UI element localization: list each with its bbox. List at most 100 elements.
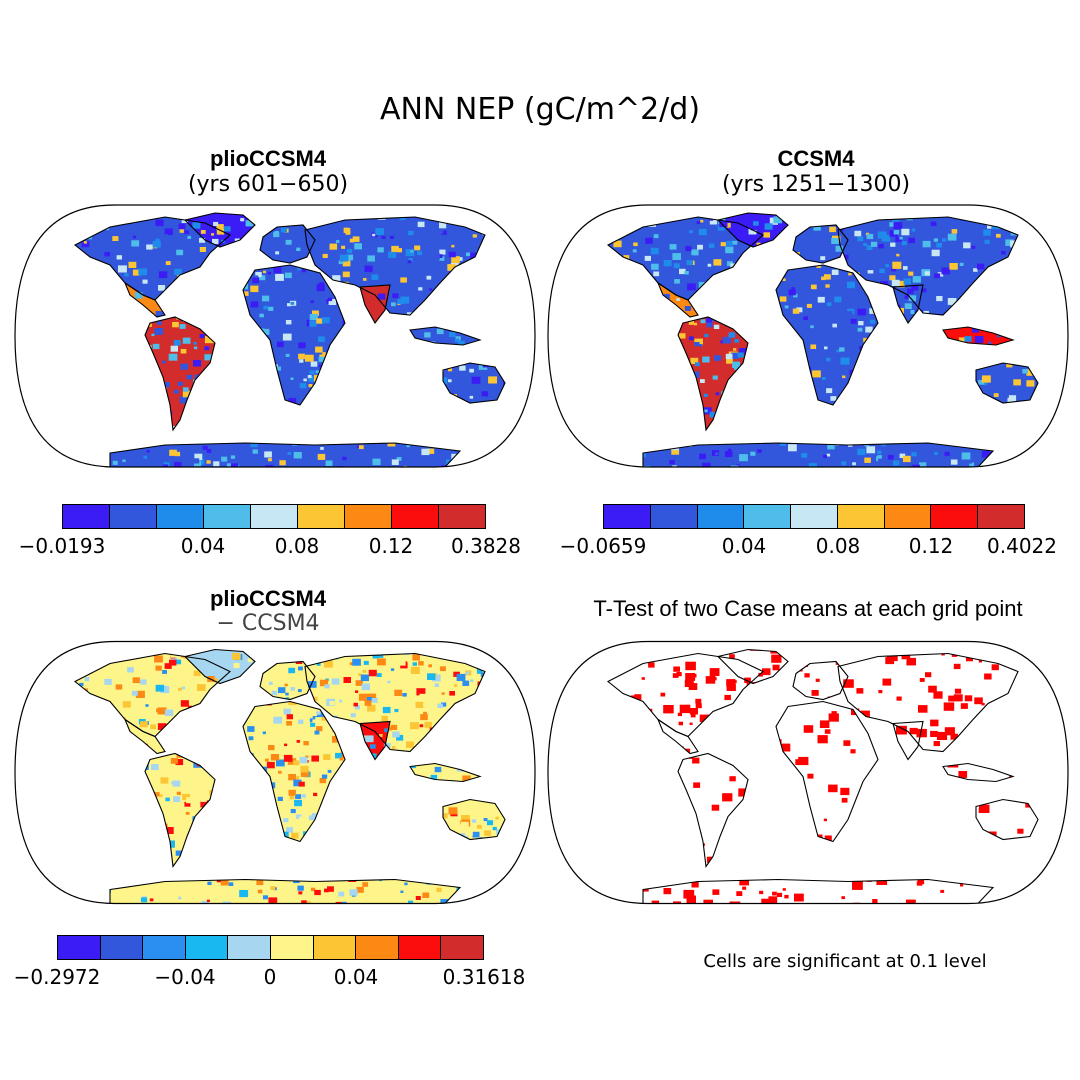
- grid-cell: [279, 429, 285, 434]
- grid-cell: [794, 893, 804, 902]
- grid-cell: [94, 763, 101, 769]
- grid-cell: [791, 862, 801, 870]
- grid-cell: [105, 649, 110, 651]
- coastline-asia: [304, 652, 486, 753]
- grid-cell: [836, 349, 840, 353]
- grid-cell: [788, 788, 796, 795]
- grid-cell: [520, 266, 524, 269]
- grid-cell: [681, 394, 687, 399]
- grid-cell: [507, 773, 512, 777]
- grid-cell: [347, 249, 353, 254]
- pliocene-nep-map: [14, 204, 536, 468]
- grid-cell: [252, 309, 259, 314]
- grid-cell: [925, 383, 930, 386]
- grid-cell: [508, 900, 517, 907]
- grid-cell: [204, 346, 210, 351]
- grid-cell: [761, 808, 770, 815]
- grid-cell: [140, 721, 148, 728]
- grid-cell: [1007, 295, 1014, 302]
- grid-cell: [75, 278, 82, 286]
- grid-cell: [460, 821, 469, 829]
- grid-cell: [813, 213, 822, 220]
- grid-cell: [984, 872, 989, 876]
- grid-cell: [252, 839, 260, 844]
- grid-cell: [248, 209, 252, 212]
- grid-cell: [526, 285, 530, 289]
- grid-cell: [889, 222, 896, 227]
- grid-cell: [469, 757, 478, 764]
- grid-cell: [53, 357, 59, 362]
- grid-cell: [80, 829, 86, 833]
- grid-cell: [125, 689, 129, 694]
- grid-cell: [102, 271, 109, 277]
- grid-cell: [27, 736, 33, 741]
- grid-cell: [29, 784, 37, 790]
- grid-cell: [458, 257, 463, 261]
- grid-cell: [250, 701, 255, 705]
- grid-cell: [340, 869, 349, 876]
- grid-cell: [493, 824, 499, 829]
- grid-cell: [1009, 886, 1017, 893]
- grid-cell: [726, 240, 733, 246]
- grid-cell: [648, 365, 656, 371]
- grid-cell: [464, 227, 470, 232]
- grid-cell: [169, 728, 177, 735]
- grid-cell: [748, 421, 757, 428]
- coastline-indonesia: [942, 326, 1015, 346]
- grid-cell: [22, 860, 31, 867]
- grid-cell: [608, 365, 609, 371]
- grid-cell: [685, 661, 696, 671]
- grid-cell: [111, 768, 118, 773]
- grid-cell: [201, 900, 210, 904]
- colorbar-pliocene-swatch: [345, 505, 392, 528]
- grid-cell: [217, 789, 225, 796]
- grid-cell: [759, 702, 765, 706]
- grid-cell: [445, 329, 450, 334]
- grid-cell: [501, 678, 505, 686]
- grid-cell: [465, 861, 473, 867]
- grid-cell: [832, 209, 835, 212]
- grid-cell: [21, 676, 28, 682]
- grid-cell: [722, 336, 731, 344]
- grid-cell: [311, 887, 316, 892]
- grid-cell: [155, 665, 162, 671]
- grid-cell: [842, 375, 846, 379]
- grid-cell: [862, 415, 867, 419]
- grid-cell: [470, 794, 476, 799]
- grid-cell: [111, 410, 116, 414]
- grid-cell: [24, 889, 32, 896]
- grid-cell: [94, 301, 103, 309]
- grid-cell: [173, 309, 179, 314]
- grid-cell: [314, 830, 322, 836]
- grid-cell: [1066, 267, 1072, 272]
- grid-cell: [339, 359, 346, 365]
- grid-cell: [319, 679, 329, 687]
- grid-cell: [214, 890, 224, 898]
- grid-cell: [275, 208, 280, 212]
- grid-cell: [39, 700, 46, 706]
- grid-cell: [75, 838, 82, 844]
- grid-cell: [76, 409, 81, 414]
- grid-cell: [47, 856, 53, 861]
- grid-cell: [995, 449, 1000, 453]
- grid-cell: [301, 268, 306, 273]
- grid-cell: [859, 358, 868, 365]
- grid-cell: [329, 243, 338, 250]
- grid-cell: [21, 305, 30, 312]
- grid-cell: [180, 700, 189, 707]
- grid-cell: [1020, 797, 1025, 800]
- grid-cell: [52, 207, 61, 214]
- grid-cell: [668, 307, 673, 311]
- grid-cell: [99, 750, 104, 754]
- grid-cell: [845, 861, 851, 866]
- grid-cell: [798, 342, 803, 346]
- grid-cell: [41, 342, 48, 347]
- grid-cell: [743, 259, 752, 267]
- grid-cell: [598, 430, 602, 433]
- grid-cell: [213, 282, 222, 290]
- grid-cell: [422, 892, 430, 898]
- grid-cell: [979, 356, 985, 361]
- grid-cell: [159, 794, 163, 797]
- grid-cell: [687, 283, 696, 291]
- grid-cell: [911, 452, 917, 457]
